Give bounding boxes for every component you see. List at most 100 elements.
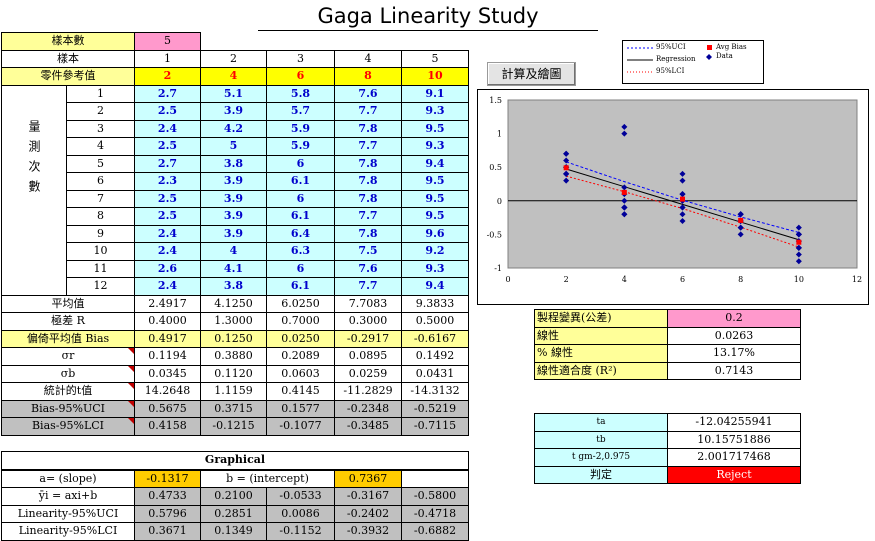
data-point [621, 197, 628, 204]
measurement-cell[interactable]: 7.8 [334, 154, 402, 173]
measurement-cell[interactable]: 9.5 [401, 172, 469, 191]
measurement-cell[interactable]: 5 [200, 137, 267, 156]
measurement-cell[interactable]: 6.1 [266, 277, 335, 296]
measurement-cell[interactable]: 9.4 [401, 277, 469, 296]
measurement-cell[interactable]: 9.5 [401, 207, 469, 226]
sample-count-value[interactable]: 5 [134, 32, 201, 51]
measurement-cell[interactable]: 2.5 [134, 189, 201, 208]
stat-value: 0.0259 [334, 364, 402, 383]
stat-value: 0.1577 [266, 399, 335, 418]
measurement-cell[interactable]: 5.1 [200, 84, 267, 103]
stat-value: -0.5219 [401, 399, 469, 418]
measurement-cell[interactable]: 3.9 [200, 189, 267, 208]
measurement-cell[interactable]: 2.6 [134, 259, 201, 278]
measurement-cell[interactable]: 4.2 [200, 119, 267, 138]
measurement-cell[interactable]: 2.3 [134, 172, 201, 191]
measurement-cell[interactable]: 2.4 [134, 224, 201, 243]
legend-regression: Regression [656, 55, 696, 63]
measurement-cell[interactable]: 7.6 [334, 259, 402, 278]
x-tick-label: 4 [622, 275, 627, 284]
measurement-cell[interactable]: 3.8 [200, 277, 267, 296]
measurement-cell[interactable]: 5.9 [266, 137, 335, 156]
measurement-cell[interactable]: 9.6 [401, 224, 469, 243]
x-tick-label: 2 [564, 275, 569, 284]
measurement-cell[interactable]: 3.9 [200, 102, 267, 121]
measurement-cell[interactable]: 7.8 [334, 224, 402, 243]
measurement-cell[interactable]: 6.1 [266, 207, 335, 226]
x-tick-label: 0 [505, 275, 510, 284]
measurement-cell[interactable]: 9.3 [401, 102, 469, 121]
stat-value: 1.1159 [200, 382, 267, 401]
measurement-cell[interactable]: 9.5 [401, 189, 469, 208]
reference-value[interactable]: 10 [401, 67, 469, 86]
measurement-cell[interactable]: 7.7 [334, 102, 402, 121]
measurement-cell[interactable]: 2.5 [134, 207, 201, 226]
stat-value: -0.1077 [266, 417, 335, 436]
stat-value: -11.2829 [334, 382, 402, 401]
stat-value: 0.1194 [134, 347, 201, 366]
measurement-cell[interactable]: 2.5 [134, 102, 201, 121]
reference-value[interactable]: 2 [134, 67, 201, 86]
measurement-cell[interactable]: 3.8 [200, 154, 267, 173]
measurement-cell[interactable]: 9.2 [401, 242, 469, 261]
trial-number: 8 [66, 207, 135, 226]
trial-number: 11 [66, 259, 135, 278]
measurement-cell[interactable]: 7.8 [334, 172, 402, 191]
ttest-row: tb 10.15751886 [534, 430, 801, 449]
measurement-cell[interactable]: 7.8 [334, 119, 402, 138]
data-point [621, 184, 628, 191]
measurement-cell[interactable]: 5.9 [266, 119, 335, 138]
graphical-value: 0.4733 [134, 487, 201, 506]
measurement-cell[interactable]: 9.3 [401, 137, 469, 156]
measurement-cell[interactable]: 6.3 [266, 242, 335, 261]
reference-value[interactable]: 8 [334, 67, 402, 86]
stat-label: 平均值 [1, 294, 135, 313]
summary-value[interactable]: 0.2 [667, 309, 801, 328]
measurement-cell[interactable]: 6 [266, 259, 335, 278]
linearity-chart-svg: 0 2 4 6 8 10 12 1.5 1 0.5 0 -0.5 -1 [487, 96, 863, 284]
reference-label: 零件參考值 [1, 67, 135, 86]
measurement-cell[interactable]: 6.4 [266, 224, 335, 243]
measurement-cell[interactable]: 2.7 [134, 84, 201, 103]
stat-value: 0.3000 [334, 312, 402, 331]
measurement-cell[interactable]: 2.4 [134, 242, 201, 261]
measurement-cell[interactable]: 4.1 [200, 259, 267, 278]
measurement-cell[interactable]: 2.5 [134, 137, 201, 156]
data-point [621, 204, 628, 211]
measurement-cell[interactable]: 9.3 [401, 259, 469, 278]
stat-value: -0.2348 [334, 399, 402, 418]
calculate-plot-button[interactable]: 計算及繪圖 [487, 62, 576, 86]
measurement-cell[interactable]: 7.7 [334, 207, 402, 226]
measurement-cell[interactable]: 7.6 [334, 84, 402, 103]
measurement-cell[interactable]: 9.1 [401, 84, 469, 103]
measurement-cell[interactable]: 7.8 [334, 189, 402, 208]
measurement-cell[interactable]: 7.7 [334, 137, 402, 156]
legend-avg-bias: Avg Bias [716, 43, 747, 51]
stat-value: 0.0603 [266, 364, 335, 383]
reference-value[interactable]: 6 [266, 67, 335, 86]
measurement-cell[interactable]: 4 [200, 242, 267, 261]
measurement-cell[interactable]: 6 [266, 154, 335, 173]
stat-row: σb 0.0345 0.1120 0.0603 0.0259 0.0431 [1, 364, 469, 383]
measurement-cell[interactable]: 3.9 [200, 207, 267, 226]
measurement-cell[interactable]: 7.5 [334, 242, 402, 261]
measurement-cell[interactable]: 9.5 [401, 119, 469, 138]
reference-value[interactable]: 4 [200, 67, 267, 86]
stat-value: 0.3880 [200, 347, 267, 366]
measurement-cell[interactable]: 6 [266, 189, 335, 208]
sample-number: 4 [334, 49, 402, 68]
measurement-cell[interactable]: 6.1 [266, 172, 335, 191]
measurement-cell[interactable]: 5.8 [266, 84, 335, 103]
measurement-cell[interactable]: 2.7 [134, 154, 201, 173]
measurement-cell[interactable]: 7.7 [334, 277, 402, 296]
slope-intercept-row: a= (slope) -0.1317 b = (intercept) 0.7367 [1, 469, 470, 488]
data-point [679, 170, 686, 177]
measurement-cell[interactable]: 9.4 [401, 154, 469, 173]
measurement-cell[interactable]: 5.7 [266, 102, 335, 121]
measure-count-label: 量測次數 [1, 84, 67, 296]
trial-row: 5 2.7 3.8 6 7.8 9.4 [2, 154, 469, 173]
measurement-cell[interactable]: 2.4 [134, 119, 201, 138]
measurement-cell[interactable]: 3.9 [200, 172, 267, 191]
measurement-cell[interactable]: 2.4 [134, 277, 201, 296]
measurement-cell[interactable]: 3.9 [200, 224, 267, 243]
